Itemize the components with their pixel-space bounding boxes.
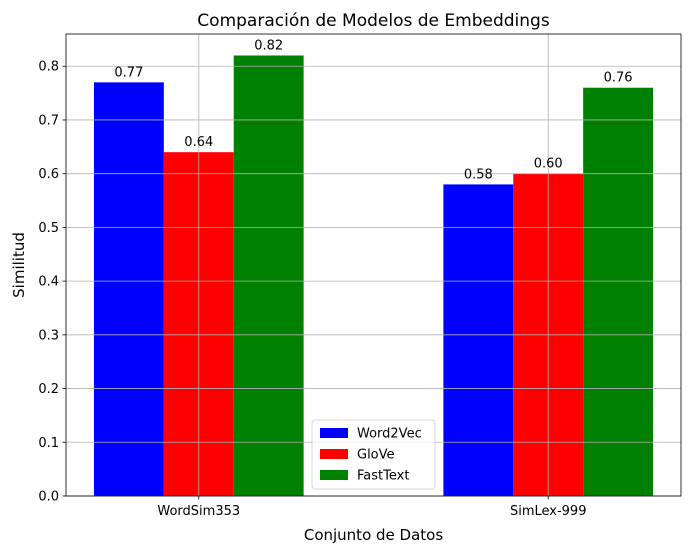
data-label: 0.76 (604, 71, 633, 86)
x-tick-label: SimLex-999 (510, 504, 587, 519)
y-axis-label: Similitud (10, 232, 28, 298)
x-tick-label: WordSim353 (157, 504, 240, 519)
y-tick-label: 0.0 (38, 490, 59, 505)
legend: Word2Vec GloVe FastText (311, 419, 436, 490)
legend-swatch (320, 470, 348, 480)
data-labels: 0.77 0.58 0.64 0.60 0.82 0.76 (114, 38, 632, 182)
bar-word2vec (443, 184, 514, 496)
bar-word2vec (93, 82, 164, 496)
y-tick-label: 0.4 (38, 275, 59, 290)
y-tick-label: 0.1 (38, 436, 59, 451)
legend-label: FastText (357, 469, 409, 484)
data-label: 0.77 (114, 65, 143, 80)
data-label: 0.60 (534, 157, 563, 172)
y-tick-label: 0.3 (38, 328, 59, 343)
bar-fasttext (583, 87, 654, 496)
legend-swatch (320, 449, 348, 459)
y-tick-label: 0.5 (38, 221, 59, 236)
axes: 0.0 0.1 0.2 0.3 0.4 0.5 0.6 0.7 0.8 WordSim353 Sim… (38, 33, 682, 519)
legend-label: Word2Vec (357, 427, 422, 442)
data-label: 0.58 (464, 167, 493, 182)
y-tick-label: 0.2 (38, 382, 59, 397)
data-label: 0.64 (184, 135, 213, 150)
legend-swatch (320, 428, 348, 438)
bar-fasttext (233, 55, 304, 496)
chart-title: Comparación de Modelos de Embeddings (197, 11, 550, 31)
y-tick-label: 0.6 (38, 167, 59, 182)
data-label: 0.82 (254, 38, 283, 53)
plot-frame (65, 33, 682, 497)
x-axis-label: Conjunto de Datos (304, 526, 443, 544)
y-tick-label: 0.8 (38, 60, 59, 75)
y-tick-label: 0.7 (38, 113, 59, 128)
legend-label: GloVe (357, 448, 395, 463)
